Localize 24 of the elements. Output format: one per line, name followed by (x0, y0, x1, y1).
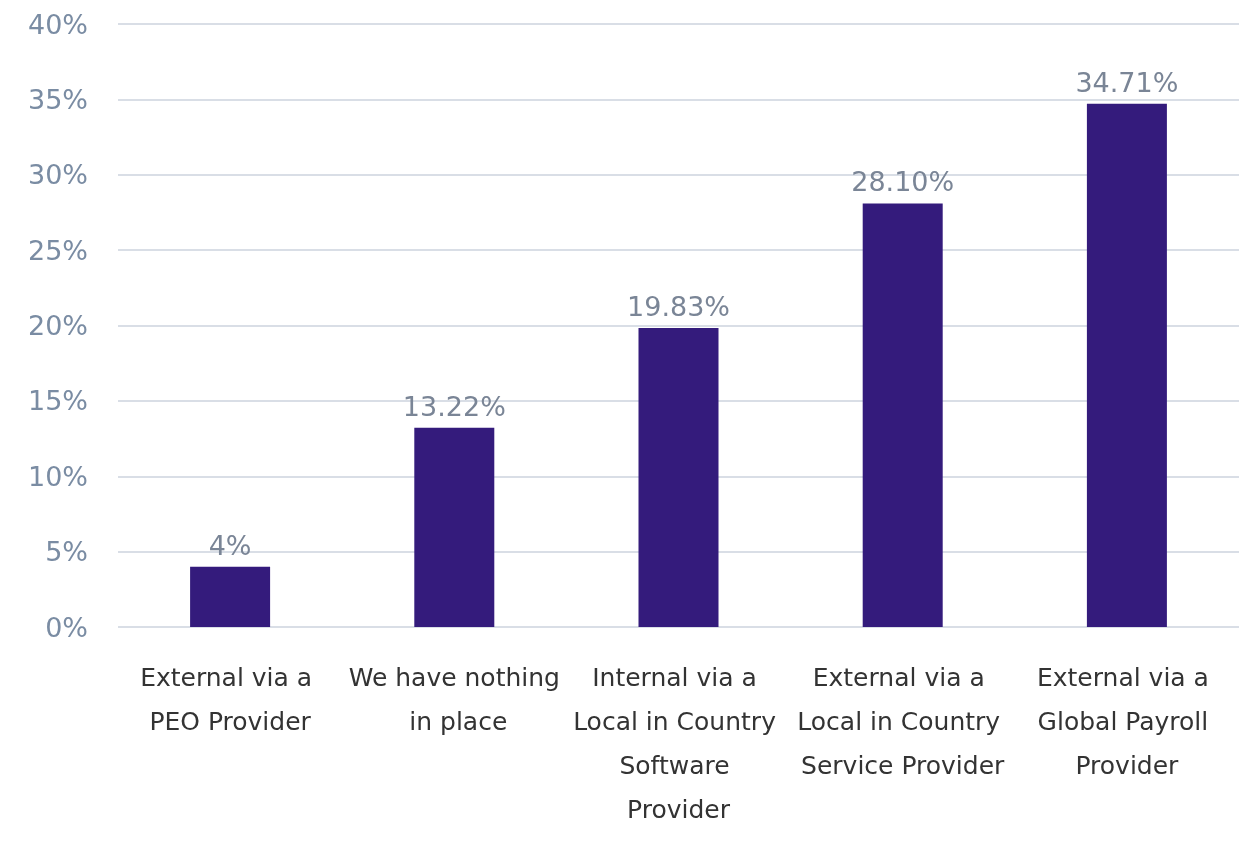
x-tick-label: External via a PEO Provider (140, 662, 321, 736)
y-tick-label: 20% (27, 310, 88, 341)
y-tick-label: 5% (45, 536, 88, 568)
y-tick-label: 40% (27, 8, 88, 40)
bar (862, 203, 943, 627)
data-label: 34.71% (1075, 66, 1179, 98)
data-label: 28.10% (851, 166, 955, 198)
bar (190, 566, 271, 627)
bar (1086, 103, 1167, 627)
y-tick-label: 0% (45, 611, 88, 643)
data-label: 4% (208, 529, 252, 561)
y-tick-label: 15% (27, 385, 88, 417)
x-tick-label: External via a Global Payroll Provider (1036, 662, 1217, 780)
x-tick-label: External via a Local in Country Service Provider (797, 662, 1009, 780)
y-tick-label: 35% (27, 83, 88, 115)
y-tick-label: 10% (27, 460, 88, 492)
x-tick-label: We have nothing in place (348, 662, 560, 736)
y-tick-label: 25% (27, 234, 88, 266)
bar (414, 427, 495, 627)
x-tick-label: Internal via a Local in Country Software Provider (573, 662, 784, 824)
data-label: 19.83% (627, 291, 730, 323)
y-tick-label: 30% (27, 159, 88, 191)
bar (638, 328, 719, 627)
data-label: 13.22% (402, 390, 506, 422)
